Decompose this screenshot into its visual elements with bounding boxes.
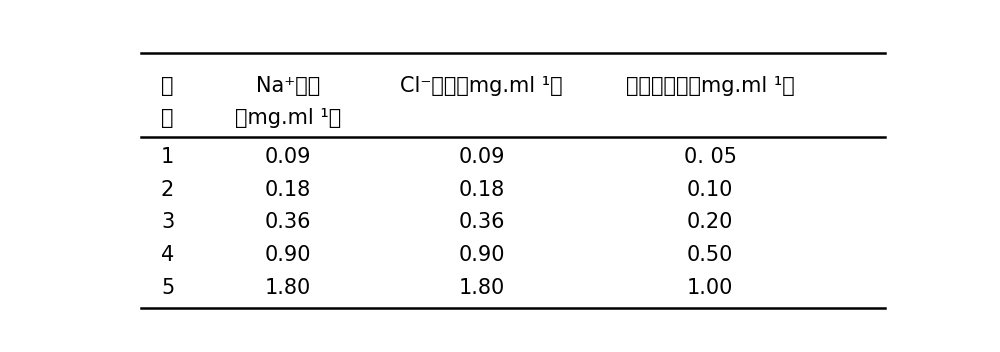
Text: 0.36: 0.36 [264,213,311,232]
Text: 3: 3 [161,213,174,232]
Text: （mg.ml ¹）: （mg.ml ¹） [235,108,341,128]
Text: 0.36: 0.36 [458,213,505,232]
Text: 0.20: 0.20 [687,213,733,232]
Text: 号: 号 [161,108,174,128]
Text: 0.18: 0.18 [265,180,311,200]
Text: 1.80: 1.80 [458,277,505,297]
Text: 葡萄糖含量（mg.ml ¹）: 葡萄糖含量（mg.ml ¹） [626,76,794,96]
Text: 1: 1 [161,147,174,168]
Text: 0.50: 0.50 [687,245,733,265]
Text: 0.09: 0.09 [458,147,505,168]
Text: 1.00: 1.00 [687,277,733,297]
Text: 5: 5 [161,277,174,297]
Text: 0. 05: 0. 05 [684,147,737,168]
Text: 0.10: 0.10 [687,180,733,200]
Text: 0.90: 0.90 [458,245,505,265]
Text: Cl⁻含量（mg.ml ¹）: Cl⁻含量（mg.ml ¹） [400,76,563,96]
Text: 0.18: 0.18 [458,180,505,200]
Text: 2: 2 [161,180,174,200]
Text: 序: 序 [161,76,174,96]
Text: Na⁺含量: Na⁺含量 [256,76,320,96]
Text: 4: 4 [161,245,174,265]
Text: 0.09: 0.09 [264,147,311,168]
Text: 1.80: 1.80 [265,277,311,297]
Text: 0.90: 0.90 [264,245,311,265]
